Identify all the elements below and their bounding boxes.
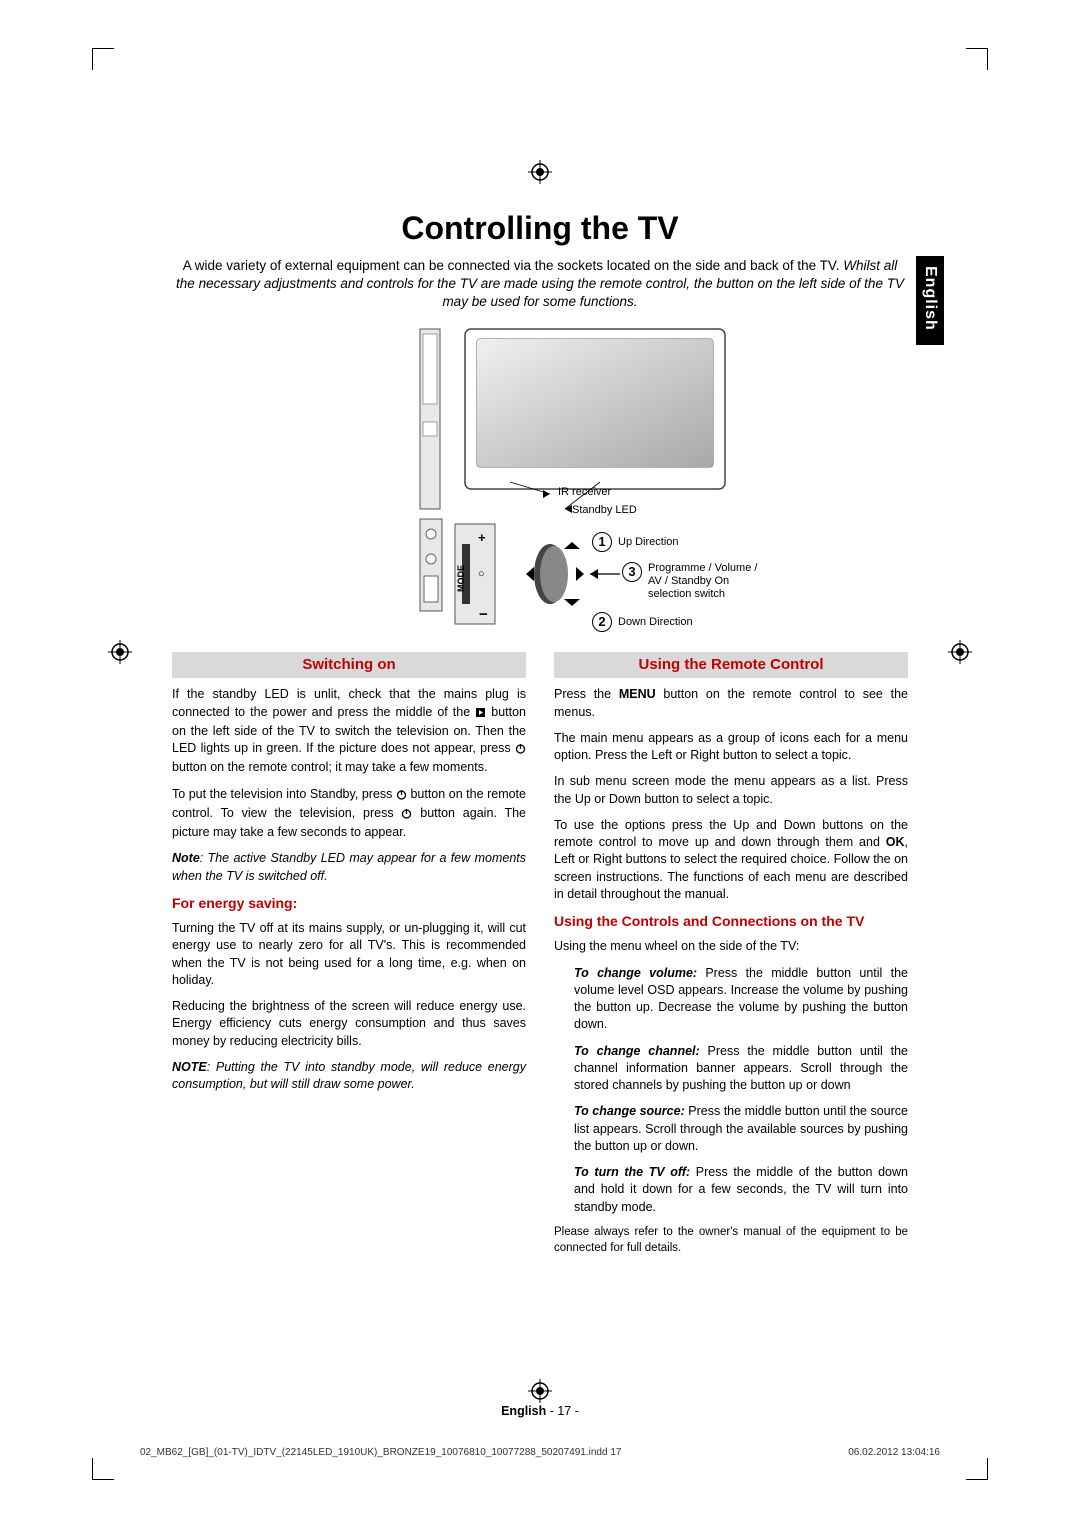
crop-corner-tr [966,48,988,70]
two-column-layout: Switching on If the standby LED is unlit… [172,652,908,1266]
energy-note: NOTE: Putting the TV into standby mode, … [172,1059,526,1094]
registration-mark-top [528,160,552,184]
intro-text: A wide variety of external equipment can… [183,258,840,273]
callout-3-text: Programme / Volume / AV / Standby On sel… [648,562,757,602]
subheading-controls-connections: Using the Controls and Connections on th… [554,912,908,931]
plus-label: + [478,530,486,545]
callout-3-line1: Programme / Volume / [648,562,757,574]
footer-pagenum: - 17 - [546,1404,579,1418]
power-icon [515,742,526,759]
registration-mark-bottom [528,1379,552,1403]
note-text: : The active Standby LED may appear for … [172,851,526,882]
power-icon [401,807,412,824]
tv-figure: IR receiver Standby LED + ○ − MODE 1 Up … [280,324,800,634]
mode-label: MODE [456,565,466,592]
callout-2: 2 Down Direction [592,612,693,632]
dot-label: ○ [478,568,485,580]
switching-on-p2: To put the television into Standby, pres… [172,786,526,842]
callout-1-number: 1 [592,532,612,552]
callout-3-line2: AV / Standby On [648,575,729,587]
turn-off: To turn the TV off: Press the middle of … [554,1164,908,1216]
registration-mark-right [948,640,972,664]
footer-lang: English [501,1404,546,1418]
change-source: To change source: Press the middle butto… [554,1103,908,1155]
equipment-note: Please always refer to the owner's manua… [554,1225,908,1257]
power-icon [396,788,407,805]
remote-p1: Press the MENU button on the remote cont… [554,686,908,721]
mode-button-icon [475,706,486,723]
callout-3-number: 3 [622,562,642,582]
crop-corner-tl [92,48,114,70]
left-column: Switching on If the standby LED is unlit… [172,652,526,1266]
language-tab: English [916,256,944,345]
change-volume: To change volume: Press the middle butto… [554,965,908,1034]
remote-p2: The main menu appears as a group of icon… [554,730,908,765]
note-label: Note [172,851,200,865]
off-label: To turn the TV off: [574,1165,690,1179]
crop-corner-bl [92,1458,114,1480]
intro-paragraph: A wide variety of external equipment can… [172,257,908,312]
src-label: To change source: [574,1104,685,1118]
rp1a: Press the [554,687,619,701]
callout-1-text: Up Direction [618,536,679,548]
switching-on-p1: If the standby LED is unlit, check that … [172,686,526,776]
p2a: To put the television into Standby, pres… [172,787,396,801]
rp4a: To use the options press the Up and Down… [554,818,908,849]
section-switching-on: Switching on [172,652,526,679]
footer-file: 02_MB62_[GB]_(01-TV)_IDTV_(22145LED_1910… [140,1447,621,1458]
vol-label: To change volume: [574,966,697,980]
controls-list: To change volume: Press the middle butto… [554,965,908,1216]
p1a: If the standby LED is unlit, check that … [172,687,526,718]
callout-1: 1 Up Direction [592,532,679,552]
page-number: English - 17 - [501,1404,579,1418]
callout-2-text: Down Direction [618,616,693,628]
remote-p4: To use the options press the Up and Down… [554,817,908,903]
menu-bold: MENU [619,687,656,701]
change-channel: To change channel: Press the middle butt… [554,1043,908,1095]
right-column: Using the Remote Control Press the MENU … [554,652,908,1266]
ir-receiver-label: IR receiver [558,486,611,498]
page-content: English Controlling the TV A wide variet… [172,210,908,1266]
footer-metadata: 02_MB62_[GB]_(01-TV)_IDTV_(22145LED_1910… [140,1447,940,1458]
switching-on-note: Note: The active Standby LED may appear … [172,850,526,885]
footer-timestamp: 06.02.2012 13:04:16 [848,1447,940,1458]
ch-label: To change channel: [574,1044,700,1058]
callout-3-line3: selection switch [648,588,725,600]
p1c: button on the remote control; it may tak… [172,760,487,774]
section-remote-control: Using the Remote Control [554,652,908,679]
page-title: Controlling the TV [172,210,908,247]
energy-p1: Turning the TV off at its mains supply, … [172,920,526,989]
callout-3: 3 Programme / Volume / AV / Standby On s… [622,562,757,602]
subheading-energy-saving: For energy saving: [172,894,526,913]
controls-intro: Using the menu wheel on the side of the … [554,938,908,955]
remote-p3: In sub menu screen mode the menu appears… [554,773,908,808]
registration-mark-left [108,640,132,664]
minus-label: − [479,606,488,623]
callout-2-number: 2 [592,612,612,632]
standby-led-label: Standby LED [572,504,637,516]
note2-label: NOTE [172,1060,207,1074]
note2-text: : Putting the TV into standby mode, will… [172,1060,526,1091]
energy-p2: Reducing the brightness of the screen wi… [172,998,526,1050]
crop-corner-br [966,1458,988,1480]
ok-bold: OK [886,835,905,849]
